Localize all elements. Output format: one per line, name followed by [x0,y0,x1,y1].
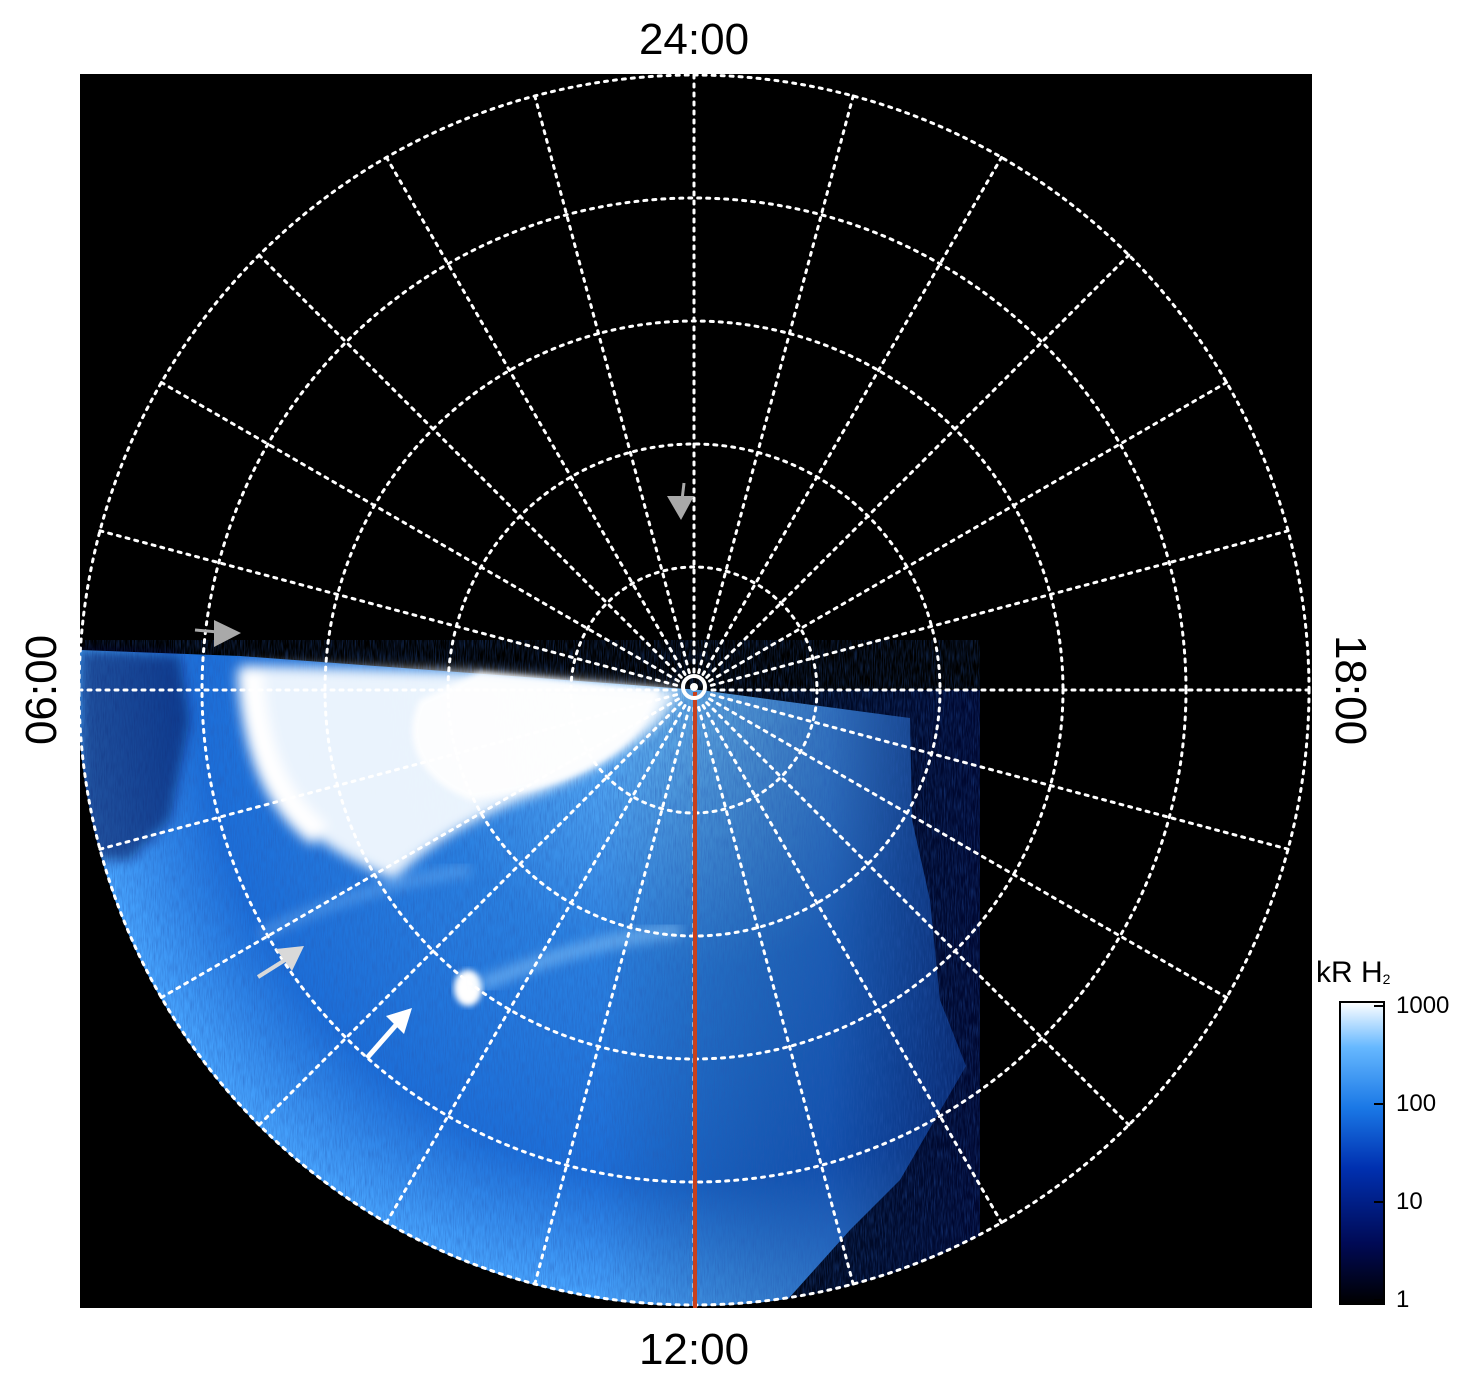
arrow-dawn [194,620,241,647]
longitude-line [159,697,680,999]
colorbar-unit-label: kR H2 [1316,956,1391,989]
pole-marker [681,674,707,700]
longitude-line [257,701,683,1127]
longitude-line [159,381,680,683]
longitude-line [708,381,1229,683]
colorbar-tick-label: 1 [1396,1286,1410,1313]
colorbar-tick-label: 1000 [1396,992,1450,1019]
local-time-label-midnight: 24:00 [638,15,750,64]
arrow-midnight [667,482,694,520]
local-time-label-noon: 12:00 [638,1325,750,1374]
longitude-line [705,253,1131,679]
arrow-spot [365,1008,412,1060]
longitude-line [257,253,683,679]
longitude-line [708,697,1229,999]
longitude-line [697,705,855,1286]
longitude-line [709,529,1290,687]
longitude-line [697,94,855,675]
longitude-line [709,693,1290,851]
colorbar [1339,1001,1385,1305]
local-time-label-dawn: 06:00 [17,634,66,746]
arrow-morning [256,946,304,979]
longitude-line [385,704,687,1225]
polar-grid [80,74,1311,1307]
longitude-line [705,701,1131,1127]
longitude-line [701,155,1003,676]
colorbar-tick-label: 10 [1396,1188,1423,1215]
longitude-line [701,704,1003,1225]
longitude-line [385,155,687,676]
auroral-spot [454,970,482,1006]
local-time-label-dusk: 18:00 [1326,634,1375,746]
longitude-line [533,94,691,675]
colorbar-tick-label: 100 [1396,1090,1437,1117]
longitude-line [533,705,691,1286]
longitude-line [98,693,679,851]
longitude-line [98,529,679,687]
